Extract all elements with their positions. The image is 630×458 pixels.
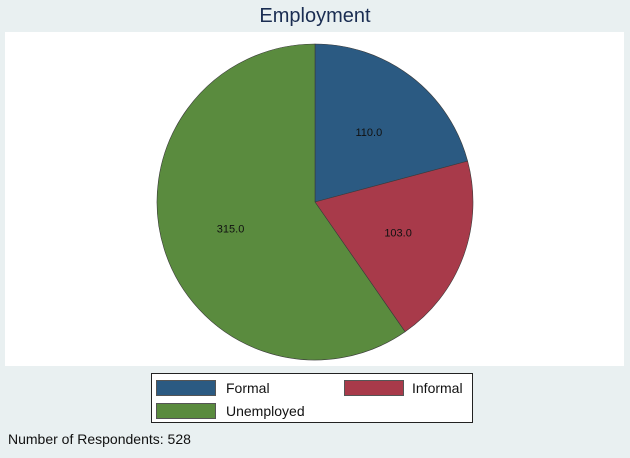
legend-label-informal: Informal [412,380,463,396]
chart-title: Employment [259,5,371,27]
pie-chart: 110.0 103.0 315.0 [156,43,474,361]
slice-label-formal: 110.0 [356,127,383,139]
legend-label-formal: Formal [226,380,270,396]
respondents-note: Number of Respondents: 528 [8,431,191,447]
legend: Formal Informal Unemployed [151,373,473,423]
plot-area: 110.0 103.0 315.0 [5,32,624,366]
pie-slice-formal [314,43,468,203]
pie-slice-unemployed [156,43,406,361]
legend-swatch-unemployed [156,403,216,419]
legend-swatch-informal [344,380,404,396]
slice-label-unemployed: 315.0 [217,223,245,235]
pie-slice-informal [314,160,474,333]
legend-swatch-formal [156,380,216,396]
slice-label-informal: 103.0 [384,227,412,239]
legend-label-unemployed: Unemployed [226,403,305,419]
